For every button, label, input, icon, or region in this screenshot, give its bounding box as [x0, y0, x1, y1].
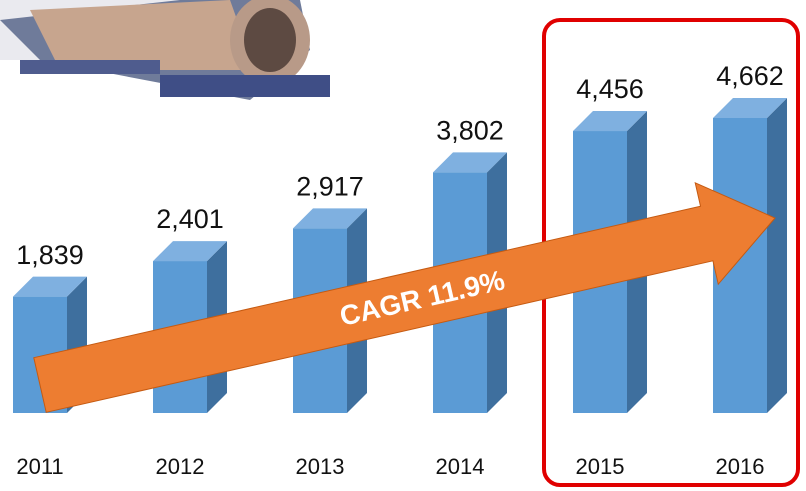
x-tick-label: 2012 [156, 454, 205, 479]
x-tick-label: 2015 [576, 454, 625, 479]
data-label: 1,839 [16, 240, 84, 270]
data-label: 2,401 [156, 204, 224, 234]
bar-side [767, 98, 787, 413]
x-tick-label: 2016 [716, 454, 765, 479]
data-label: 4,456 [576, 74, 644, 104]
x-tick-label: 2014 [436, 454, 485, 479]
bar-top [153, 241, 227, 262]
data-label: 4,662 [716, 61, 784, 91]
bar-top [293, 208, 367, 229]
data-label: 3,802 [436, 116, 504, 146]
x-tick-label: 2011 [16, 454, 63, 479]
bar-top [13, 276, 87, 297]
data-label: 2,917 [296, 172, 364, 202]
arrow-shape [33, 181, 776, 413]
bar-top [573, 111, 647, 132]
x-tick-label: 2013 [296, 454, 345, 479]
photo [0, 0, 330, 100]
bar-top [713, 98, 787, 118]
bar-top [433, 152, 507, 173]
cagr-arrow: CAGR 11.9% [33, 181, 776, 413]
